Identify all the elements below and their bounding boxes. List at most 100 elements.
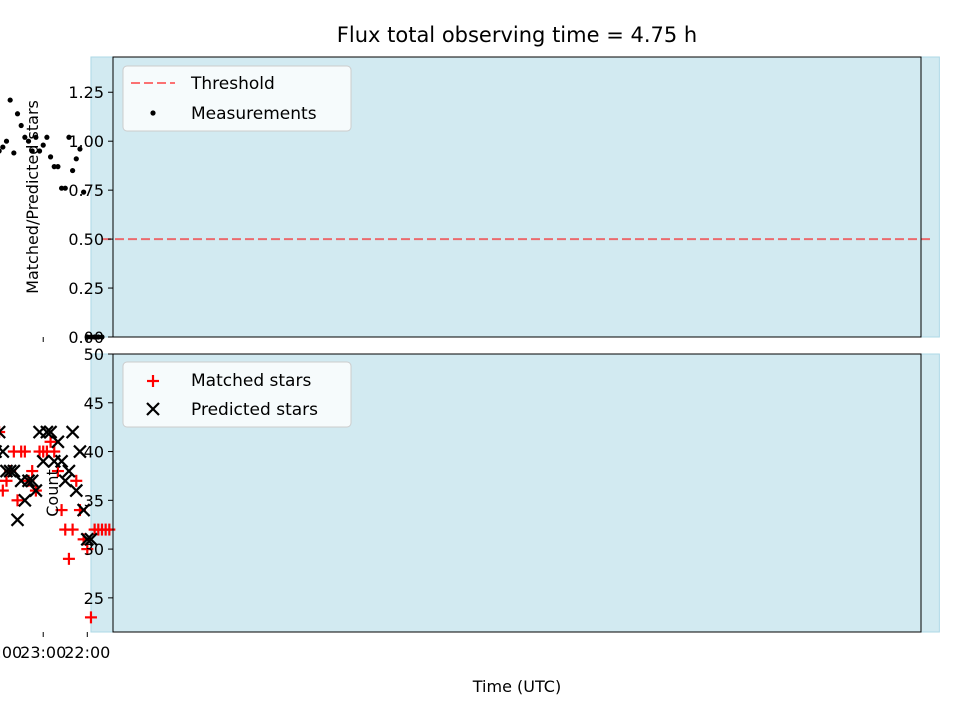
measurement-point [73, 156, 79, 162]
matched-star-marker [70, 474, 83, 487]
measurement-point [0, 148, 2, 154]
bottom-y-tick-label: 35 [84, 491, 104, 510]
measurement-point [92, 334, 98, 340]
x-tick-label: 22:00 [64, 643, 110, 662]
measurement-point [88, 334, 94, 340]
top-legend-box [122, 65, 352, 132]
top-y-tick-label: 0.25 [68, 279, 104, 298]
measurement-point [36, 148, 43, 154]
measurement-point [44, 134, 50, 140]
predicted-star-marker [73, 444, 87, 459]
top-y-tick-label: 0.00 [68, 328, 104, 347]
measurement-point [66, 134, 72, 140]
x-tick-label: 23:00 [20, 643, 66, 662]
predicted-star-marker [58, 474, 73, 488]
bottom-y-ticks: 25 30 35 40 45 50 [84, 345, 113, 608]
top-legend: Threshold Measurements [122, 65, 352, 132]
predicted-star-marker [0, 444, 3, 459]
predicted-legend-label: Predicted stars [191, 400, 318, 420]
measurement-point [70, 167, 76, 174]
measurement-point [29, 148, 35, 154]
measurement-point [25, 138, 32, 144]
matched-star-marker [44, 435, 57, 448]
predicted-legend-swatch [146, 402, 160, 416]
predicted-star-marker [84, 532, 98, 547]
bottom-y-tick-label: 45 [84, 394, 104, 413]
matched-star-marker [59, 523, 72, 536]
top-y-tick-label: 0.75 [68, 181, 104, 200]
measurement-point [3, 138, 10, 144]
predicted-star-marker [69, 483, 84, 498]
predicted-star-marker [65, 425, 80, 439]
predicted-star-marker [25, 474, 39, 488]
bottom-y-tick-label: 50 [84, 345, 104, 364]
top-y-tick-label: 1.25 [68, 83, 104, 102]
chart-title: Flux total observing time = 4.75 h [337, 23, 697, 47]
top-y-ticks: 0.00 0.25 0.50 0.75 1.00 1.25 [68, 83, 113, 347]
bottom-legend: Matched stars Predicted stars [122, 361, 352, 428]
bottom-panel: 25 30 35 40 45 50 22:0023:0000:0001:0002:0003… [0, 345, 940, 696]
measurement-point [58, 185, 65, 191]
top-y-tick-label: 1.00 [68, 132, 104, 151]
measurement-point [18, 122, 24, 129]
predicted-star-marker [80, 532, 95, 547]
predicted-star-marker [51, 435, 65, 449]
predicted-star-marker [10, 513, 25, 527]
measurement-point [81, 189, 87, 195]
matched-star-marker [26, 465, 39, 478]
measurement-point [33, 134, 39, 140]
predicted-star-marker [29, 483, 43, 498]
threshold-legend-label: Threshold [190, 74, 275, 94]
matched-star-marker [62, 552, 75, 565]
predicted-star-marker [76, 503, 91, 517]
measurement-point [14, 111, 21, 117]
matched-star-marker [84, 611, 97, 624]
matched-star-marker [88, 523, 101, 536]
bottom-y-axis-label: Count [43, 469, 62, 517]
matched-star-markers [0, 426, 116, 624]
measurement-point [22, 134, 28, 140]
predicted-star-marker [47, 454, 62, 469]
matched-star-marker [11, 494, 24, 507]
matched-star-marker [55, 504, 68, 517]
predicted-star-marker [36, 454, 50, 469]
predicted-star-markers [0, 425, 98, 547]
matched-star-marker [81, 543, 94, 556]
predicted-star-marker [14, 474, 28, 488]
measurement-points [0, 97, 105, 340]
top-x-ticks [42, 337, 88, 342]
matched-legend-swatch [147, 375, 159, 387]
bottom-legend-box [122, 361, 352, 428]
bottom-plot-frame [112, 353, 922, 633]
measurements-legend-swatch [150, 110, 156, 116]
predicted-star-marker [32, 425, 47, 439]
bottom-y-tick-label: 30 [84, 540, 104, 559]
top-plot-frame [112, 56, 922, 338]
measurement-point [47, 154, 54, 160]
matched-star-marker [51, 465, 64, 478]
measurement-point [0, 144, 6, 150]
matched-star-marker [0, 484, 9, 497]
matched-legend-label: Matched stars [191, 371, 311, 391]
predicted-star-marker [0, 425, 6, 439]
top-panel: 0.00 0.25 0.50 0.75 1.00 1.25 Matched/Predict… [0, 56, 940, 347]
predicted-star-marker [43, 425, 58, 439]
measurement-point [51, 164, 57, 170]
x-axis-label: Time (UTC) [472, 677, 561, 696]
measurement-point [99, 334, 105, 340]
measurement-point [40, 142, 46, 148]
predicted-star-marker [0, 444, 10, 459]
top-y-axis-label: Matched/Predicted stars [23, 100, 42, 294]
measurement-point [95, 334, 101, 340]
measurement-point [62, 185, 68, 191]
measurement-point [77, 146, 83, 152]
measurement-point [55, 164, 61, 170]
measurement-point [11, 150, 17, 156]
predicted-star-marker [0, 464, 14, 478]
predicted-star-marker [3, 464, 17, 478]
predicted-star-marker [18, 493, 32, 508]
matched-star-marker [7, 445, 20, 458]
bottom-y-tick-label: 25 [84, 589, 104, 608]
